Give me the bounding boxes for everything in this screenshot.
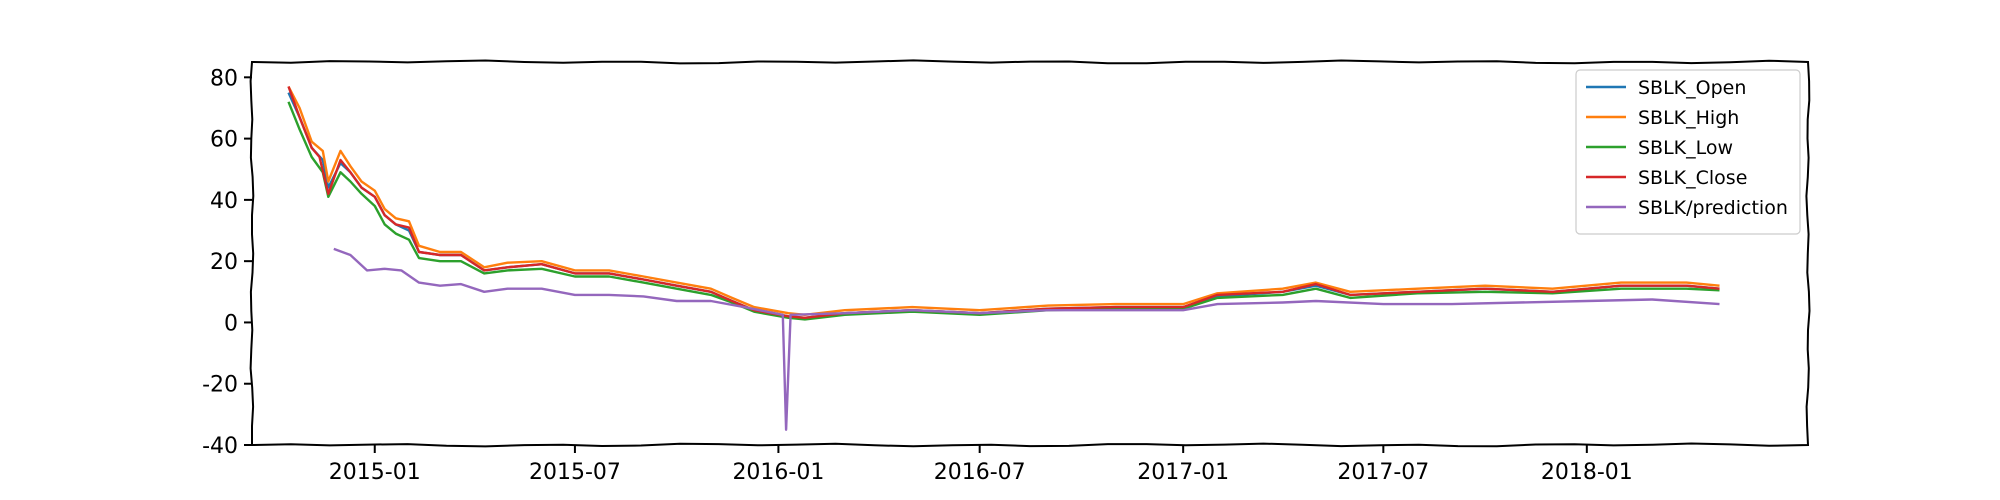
x-tick-label: 2016-01: [732, 460, 824, 485]
series-line-3: [287, 86, 1720, 319]
legend-label-3: SBLK_Close: [1638, 167, 1747, 189]
x-tick-label: 2015-07: [529, 460, 621, 485]
y-tick-label: 0: [224, 311, 238, 336]
y-axis: 80 60 40 20 0 -20 -40: [202, 66, 252, 459]
x-tick-label: 2017-07: [1337, 460, 1429, 485]
series-line-1: [287, 85, 1720, 316]
y-tick-label: -40: [202, 434, 238, 459]
series-line-2: [287, 101, 1720, 321]
legend-box: [1575, 69, 1801, 235]
legend-label-1: SBLK_High: [1638, 107, 1739, 129]
x-tick-label: 2018-01: [1541, 460, 1633, 485]
y-tick-label: 60: [210, 128, 238, 153]
y-tick-label: 20: [210, 250, 238, 275]
y-tick-label: -20: [202, 373, 238, 398]
y-tick-label: 40: [210, 189, 238, 214]
series-layer: [287, 85, 1720, 431]
series-line-0: [287, 92, 1720, 319]
legend-label-0: SBLK_Open: [1638, 77, 1746, 99]
legend-label-4: SBLK/prediction: [1638, 197, 1788, 219]
legend-label-2: SBLK_Low: [1638, 137, 1733, 159]
legend: SBLK_Open SBLK_High SBLK_Low SBLK_Close SBLK…: [1575, 69, 1801, 235]
x-axis: 2015-01 2015-07 2016-01 2016-07 2017-01 2017-…: [329, 445, 1633, 485]
x-tick-label: 2016-07: [934, 460, 1026, 485]
y-tick-label: 80: [210, 66, 238, 91]
x-tick-label: 2017-01: [1137, 460, 1229, 485]
series-line-4: [333, 247, 1720, 431]
x-tick-label: 2015-01: [329, 460, 421, 485]
